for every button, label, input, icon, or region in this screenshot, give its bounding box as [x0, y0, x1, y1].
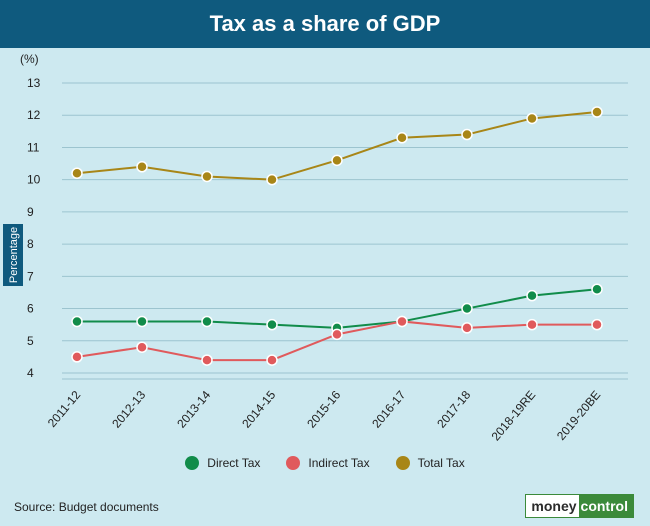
- x-tick-label-2017-18: 2017-18: [434, 388, 473, 431]
- brand-text-control: control: [578, 495, 633, 517]
- y-tick-label-8: 8: [27, 237, 34, 251]
- y-unit-label: (%): [20, 52, 39, 66]
- x-tick-label-2014-15: 2014-15: [239, 388, 278, 431]
- legend-label-indirect-tax: Indirect Tax: [308, 456, 370, 470]
- data-point-indirect-tax-2017-18: [461, 322, 473, 334]
- y-axis-title-box: [3, 224, 23, 286]
- x-tick-label-2011-12: 2011-12: [45, 388, 84, 430]
- data-point-total-tax-2018-19RE: [526, 112, 538, 125]
- legend-item-indirect-tax: Indirect Tax: [286, 456, 370, 470]
- data-point-direct-tax-2013-14: [201, 315, 213, 328]
- data-point-indirect-tax-2014-15: [266, 354, 278, 366]
- data-point-total-tax-2017-18: [461, 128, 473, 141]
- data-point-indirect-tax-2018-19RE: [526, 318, 538, 331]
- data-point-indirect-tax-2012-13: [136, 341, 148, 353]
- source-note: Source: Budget documents: [14, 500, 159, 514]
- data-point-indirect-tax-2019-20BE: [591, 318, 603, 331]
- legend-label-total-tax: Total Tax: [417, 456, 465, 470]
- chart-title: Tax as a share of GDP: [209, 11, 441, 36]
- data-point-direct-tax-2017-18: [461, 302, 473, 315]
- data-point-direct-tax-2019-20BE: [591, 283, 603, 295]
- chart-header: Tax as a share of GDP: [0, 0, 650, 48]
- y-tick-label-4: 4: [27, 366, 34, 380]
- chart-legend: Direct Tax Indirect Tax Total Tax: [0, 456, 650, 470]
- line-chart: 4 5 6 7 8 9 10 11 12 13 (%) Percentage 2011-12 2012-1…: [3, 52, 628, 444]
- data-point-direct-tax-2018-19RE: [526, 289, 538, 302]
- brand-text-money: money: [526, 495, 579, 517]
- y-tick-label-10: 10: [27, 173, 41, 187]
- legend-swatch-total-tax: [395, 456, 410, 470]
- data-point-total-tax-2013-14: [201, 170, 213, 183]
- brand-logo: money control: [525, 494, 634, 518]
- data-point-total-tax-2015-16: [331, 154, 343, 167]
- data-point-direct-tax-2014-15: [266, 318, 278, 331]
- data-point-direct-tax-2012-13: [136, 315, 148, 328]
- data-point-indirect-tax-2013-14: [201, 354, 213, 366]
- data-point-total-tax-2014-15: [266, 173, 278, 186]
- x-tick-label-2015-16: 2015-16: [304, 388, 343, 431]
- data-point-total-tax-2019-20BE: [591, 106, 603, 118]
- data-point-indirect-tax-2015-16: [331, 328, 343, 341]
- x-tick-label-2013-14: 2013-14: [174, 388, 213, 431]
- data-point-total-tax-2016-17: [396, 132, 408, 144]
- x-tick-label-2018-19RE: 2018-19RE: [489, 388, 539, 444]
- x-tick-label-2016-17: 2016-17: [369, 388, 408, 431]
- legend-item-total-tax: Total Tax: [395, 456, 465, 470]
- legend-label-direct-tax: Direct Tax: [207, 456, 261, 470]
- y-tick-label-6: 6: [27, 302, 34, 316]
- x-tick-label-2019-20BE: 2019-20BE: [554, 388, 603, 443]
- y-tick-label-9: 9: [27, 205, 34, 219]
- data-point-total-tax-2012-13: [136, 161, 148, 173]
- data-point-indirect-tax-2011-12: [71, 351, 83, 363]
- data-point-indirect-tax-2016-17: [396, 315, 408, 328]
- y-axis-title-text: Percentage: [8, 227, 20, 283]
- data-point-total-tax-2011-12: [71, 167, 83, 179]
- data-point-direct-tax-2011-12: [71, 315, 83, 328]
- x-tick-label-2012-13: 2012-13: [109, 388, 148, 431]
- legend-item-direct-tax: Direct Tax: [185, 456, 260, 470]
- y-axis-title: Percentage: [3, 224, 23, 286]
- legend-swatch-direct-tax: [185, 456, 200, 470]
- y-tick-label-11: 11: [27, 140, 40, 154]
- y-tick-label-5: 5: [27, 334, 34, 348]
- y-tick-label-7: 7: [27, 269, 34, 283]
- y-tick-label-13: 13: [27, 76, 41, 90]
- legend-swatch-indirect-tax: [286, 456, 301, 470]
- y-tick-label-12: 12: [27, 108, 41, 122]
- series-line-total-tax: [76, 111, 598, 181]
